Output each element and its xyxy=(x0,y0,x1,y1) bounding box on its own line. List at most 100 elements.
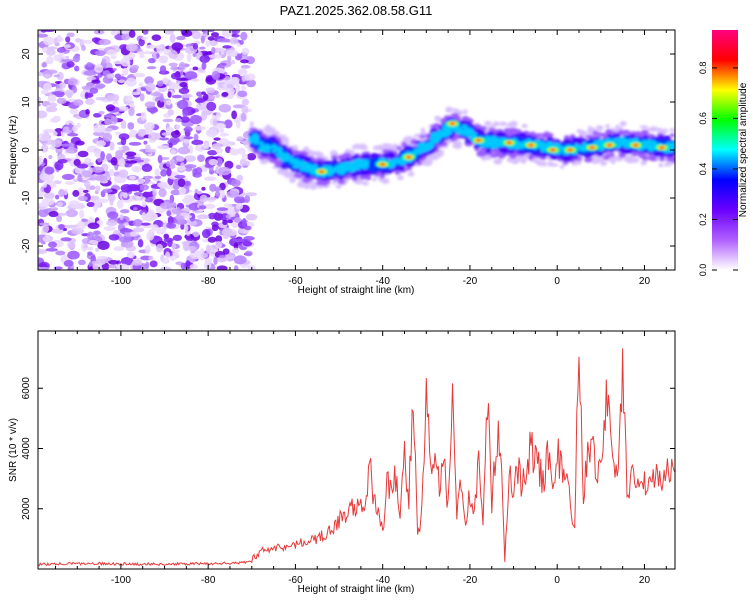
noise-blob xyxy=(41,62,47,68)
noise-blob xyxy=(216,265,228,270)
noise-blob xyxy=(190,78,200,82)
noise-blob xyxy=(233,195,246,204)
noise-blob xyxy=(43,192,55,200)
noise-blob xyxy=(168,81,176,90)
noise-blob xyxy=(183,139,190,144)
noise-blob xyxy=(231,73,241,78)
noise-blob xyxy=(162,118,174,123)
noise-blob xyxy=(76,163,89,169)
noise-blob xyxy=(238,227,244,234)
noise-blob xyxy=(146,66,157,70)
noise-blob xyxy=(227,219,234,224)
noise-blob xyxy=(137,178,146,184)
ridge-blob xyxy=(492,121,500,127)
ridge-blob xyxy=(630,157,640,164)
noise-blob xyxy=(50,139,62,148)
noise-blob xyxy=(233,265,239,270)
noise-blob xyxy=(64,181,75,185)
noise-blob xyxy=(183,136,194,140)
noise-blob xyxy=(191,139,204,146)
noise-blob xyxy=(89,87,99,94)
noise-blob xyxy=(38,266,50,270)
noise-blob xyxy=(93,123,106,133)
ridge-blob xyxy=(396,159,405,165)
snr-x-tick-label: -100 xyxy=(111,575,131,586)
ridge-blob xyxy=(624,155,629,162)
ridge-blob xyxy=(639,125,649,129)
snr-x-tick: 0 xyxy=(554,331,560,586)
noise-blob xyxy=(163,233,170,239)
noise-blob xyxy=(118,133,130,141)
ridge-peak-core xyxy=(633,143,639,147)
ridge-peak-core xyxy=(476,139,482,142)
noise-blob xyxy=(44,69,58,75)
noise-blob xyxy=(65,36,71,43)
noise-blob xyxy=(222,81,235,91)
noise-blob xyxy=(224,140,233,147)
noise-blob xyxy=(159,137,170,141)
ridge-blob xyxy=(337,179,346,185)
ridge-blob xyxy=(450,112,459,117)
noise-blob xyxy=(73,99,84,106)
noise-blob xyxy=(166,161,171,168)
noise-blob xyxy=(86,231,94,240)
noise-blob xyxy=(46,106,58,113)
noise-blob xyxy=(148,255,154,261)
snr-x-tick: -60 xyxy=(288,331,303,586)
noise-blob xyxy=(229,37,239,45)
ridge-blob xyxy=(434,115,442,122)
noise-blob xyxy=(222,45,232,49)
noise-blob xyxy=(48,154,53,160)
noise-blob xyxy=(95,185,101,192)
noise-blob xyxy=(218,166,231,176)
noise-blob xyxy=(72,189,80,197)
noise-blob xyxy=(84,157,92,164)
ridge-blob xyxy=(644,141,650,147)
ridge-blob xyxy=(417,142,425,149)
noise-blob xyxy=(108,259,119,265)
noise-blob xyxy=(237,90,248,98)
noise-blob xyxy=(204,257,213,264)
noise-blob xyxy=(96,255,109,260)
ridge-blob xyxy=(260,144,267,149)
noise-blob xyxy=(197,154,205,163)
noise-blob xyxy=(87,246,94,251)
ridge-blob xyxy=(258,141,264,146)
noise-blob xyxy=(236,174,244,181)
noise-blob xyxy=(126,155,135,160)
noise-blob xyxy=(161,257,170,264)
noise-blob xyxy=(156,100,165,108)
ridge-blob xyxy=(521,159,526,164)
noise-blob xyxy=(160,169,168,177)
noise-blob xyxy=(175,77,189,81)
noise-blob xyxy=(211,143,222,150)
noise-blob xyxy=(41,197,55,206)
noise-blob xyxy=(106,153,113,162)
noise-blob xyxy=(230,59,236,65)
noise-blob xyxy=(246,79,256,88)
noise-blob xyxy=(55,250,66,256)
spectrogram-y-label: Frequency (Hz) xyxy=(8,116,19,185)
noise-blob xyxy=(201,186,206,191)
noise-blob xyxy=(142,157,151,163)
noise-blob xyxy=(165,251,171,259)
noise-blob xyxy=(215,235,223,243)
ridge-blob xyxy=(507,150,515,154)
ridge-blob xyxy=(512,159,518,163)
noise-blob xyxy=(82,39,93,44)
snr-x-tick: -40 xyxy=(375,331,390,586)
noise-blob xyxy=(128,175,136,180)
noise-blob xyxy=(125,43,138,52)
noise-blob xyxy=(65,147,78,154)
noise-blob xyxy=(207,30,215,33)
noise-blob xyxy=(107,192,116,202)
ridge-blob xyxy=(461,128,471,135)
ridge-blob xyxy=(293,173,300,178)
noise-blob xyxy=(74,167,82,174)
noise-blob xyxy=(63,44,71,48)
ridge-blob xyxy=(425,143,434,150)
ridge-blob xyxy=(662,128,668,133)
noise-blob xyxy=(118,146,124,151)
noise-blob xyxy=(64,89,74,97)
noise-blob xyxy=(94,148,103,158)
